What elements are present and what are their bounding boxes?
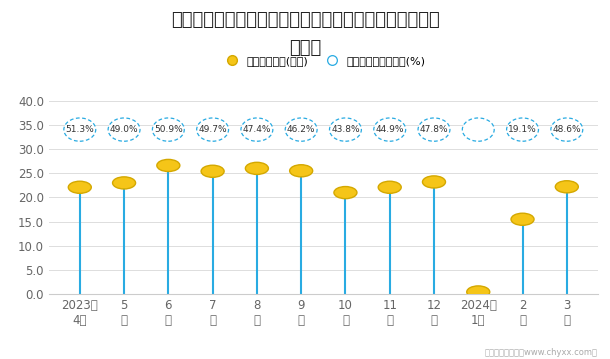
Text: 49.0%: 49.0% [110,125,138,134]
Ellipse shape [64,118,96,141]
Text: 50.9%: 50.9% [154,125,183,134]
Text: 19.1%: 19.1% [508,125,537,134]
Ellipse shape [201,165,224,177]
Text: 44.9%: 44.9% [376,125,404,134]
Text: 近一年广东省印刷和记录媒介复制业当月出口货值及占比: 近一年广东省印刷和记录媒介复制业当月出口货值及占比 [171,11,439,29]
Ellipse shape [423,176,445,188]
Ellipse shape [157,159,180,172]
Text: 48.6%: 48.6% [553,125,581,134]
Ellipse shape [290,165,313,177]
Ellipse shape [329,118,361,141]
Ellipse shape [241,118,273,141]
Ellipse shape [418,118,450,141]
Ellipse shape [511,213,534,225]
Text: 统计图: 统计图 [289,39,321,57]
Text: 47.8%: 47.8% [420,125,448,134]
Text: 51.3%: 51.3% [65,125,94,134]
Text: 47.4%: 47.4% [243,125,271,134]
Text: 制图：智研咨询（www.chyxx.com）: 制图：智研咨询（www.chyxx.com） [485,348,598,357]
Text: 43.8%: 43.8% [331,125,360,134]
Ellipse shape [555,181,578,193]
Ellipse shape [196,118,229,141]
Ellipse shape [374,118,406,141]
Ellipse shape [152,118,184,141]
Ellipse shape [68,181,92,194]
Ellipse shape [378,181,401,194]
Ellipse shape [551,118,583,141]
Ellipse shape [245,162,268,174]
Ellipse shape [506,118,539,141]
Legend: 当月出口货值(亿元), 占全国出口货值比重(%): 当月出口货值(亿元), 占全国出口货值比重(%) [217,52,430,71]
Ellipse shape [113,177,135,189]
Text: 46.2%: 46.2% [287,125,315,134]
Ellipse shape [462,118,494,141]
Ellipse shape [467,286,490,298]
Ellipse shape [334,187,357,199]
Ellipse shape [108,118,140,141]
Ellipse shape [285,118,317,141]
Text: 49.7%: 49.7% [198,125,227,134]
